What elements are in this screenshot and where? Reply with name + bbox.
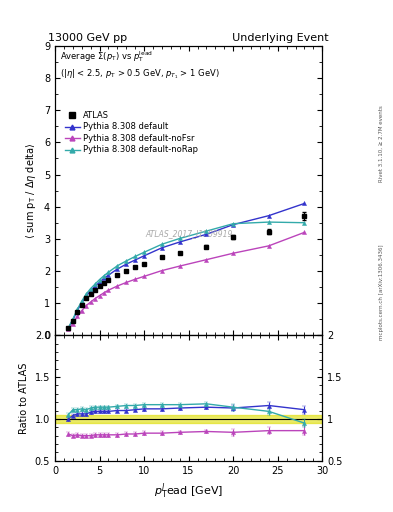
Text: mcplots.cern.ch [arXiv:1306.3436]: mcplots.cern.ch [arXiv:1306.3436] (379, 244, 384, 339)
Legend: ATLAS, Pythia 8.308 default, Pythia 8.308 default-noFsr, Pythia 8.308 default-no: ATLAS, Pythia 8.308 default, Pythia 8.30… (64, 111, 198, 155)
Y-axis label: $\langle$ sum p$_{\rm T}$ / $\Delta\eta$ delta$\rangle$: $\langle$ sum p$_{\rm T}$ / $\Delta\eta$… (24, 142, 39, 239)
Text: Rivet 3.1.10, ≥ 2.7M events: Rivet 3.1.10, ≥ 2.7M events (379, 105, 384, 182)
Title: 13000 GeV pp                              Underlying Event: 13000 GeV pp Underlying Event (48, 33, 329, 42)
Text: ATLAS_2017_I1509919: ATLAS_2017_I1509919 (145, 229, 232, 239)
Y-axis label: Ratio to ATLAS: Ratio to ATLAS (19, 362, 29, 434)
X-axis label: $p_{\rm T}^{l}$ead [GeV]: $p_{\rm T}^{l}$ead [GeV] (154, 481, 223, 501)
Text: Average $\Sigma(p_{\rm T})$ vs $p_{\rm T}^{\rm lead}$
($|\eta|$ < 2.5, $p_{\rm T: Average $\Sigma(p_{\rm T})$ vs $p_{\rm T… (61, 49, 220, 81)
